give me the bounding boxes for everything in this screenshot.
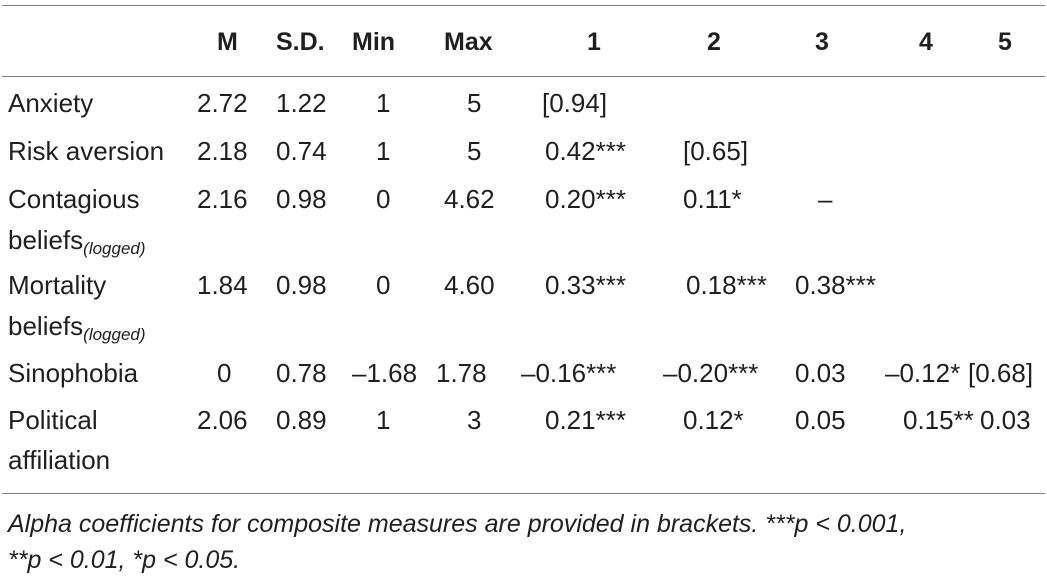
cell-min: 0 [376, 270, 391, 300]
table-top-rule [2, 5, 1045, 6]
row-label: Contagious [8, 184, 140, 214]
header-rule [2, 76, 1045, 77]
cell-max: 4.62 [444, 184, 495, 214]
table-footnote: Alpha coefficients for composite measure… [8, 506, 1038, 578]
cell-col-1: –0.16*** [521, 358, 617, 388]
header-col-2: 2 [707, 28, 721, 56]
cell-col-1: 0.20*** [545, 184, 626, 214]
cell-sd: 0.98 [276, 270, 327, 300]
header-mean: M [217, 28, 238, 56]
cell-sd: 1.22 [276, 88, 327, 118]
cell-sd: 0.78 [276, 358, 327, 388]
cell-max: 1.78 [436, 358, 487, 388]
cell-col-3: – [818, 184, 833, 214]
cell-col-2: 0.18*** [686, 270, 767, 300]
cell-sd: 0.89 [276, 405, 327, 435]
header-max: Max [444, 28, 493, 56]
cell-mean: 0 [217, 358, 232, 388]
cell-col-1: 0.33*** [545, 270, 626, 300]
cell-col-1: 0.42*** [545, 136, 626, 166]
cell-max: 4.60 [444, 270, 495, 300]
header-col-1: 1 [587, 28, 601, 56]
row-label: Anxiety [8, 88, 94, 118]
cell-min: 1 [376, 88, 391, 118]
cell-col-2: 0.12* [683, 405, 744, 435]
cell-col-5: 0.03 [980, 405, 1031, 435]
header-min: Min [352, 28, 396, 56]
cell-min: 1 [376, 136, 391, 166]
cell-col-3: 0.05 [795, 405, 846, 435]
row-label: Political [8, 405, 98, 435]
header-sd: S.D. [276, 28, 325, 56]
row-label-text: beliefs [8, 311, 84, 341]
cell-col-5: [0.68] [968, 358, 1034, 388]
cell-mean: 2.18 [197, 136, 248, 166]
header-col-4: 4 [919, 28, 933, 56]
cell-col-2: 0.11* [683, 184, 742, 214]
cell-mean: 2.16 [197, 184, 248, 214]
cell-col-1: 0.21*** [545, 405, 626, 435]
footnote-line-1: Alpha coefficients for composite measure… [8, 510, 907, 538]
cell-col-2: –0.20*** [663, 358, 759, 388]
header-col-3: 3 [815, 28, 829, 56]
cell-col-2: [0.65] [683, 136, 749, 166]
cell-col-3: 0.38*** [795, 270, 876, 300]
cell-mean: 2.06 [197, 405, 248, 435]
header-col-5: 5 [998, 28, 1012, 56]
row-label-subscript: (logged) [83, 239, 146, 258]
cell-col-1: [0.94] [542, 88, 608, 118]
cell-max: 5 [467, 136, 482, 166]
cell-sd: 0.74 [276, 136, 327, 166]
row-label-continued: affiliation [8, 445, 111, 475]
cell-col-4: 0.15** [903, 405, 974, 435]
cell-min: 1 [376, 405, 391, 435]
row-label-subscript: (logged) [83, 325, 146, 344]
row-label-text: beliefs [8, 225, 84, 255]
cell-min: 0 [376, 184, 391, 214]
table-bottom-rule [2, 493, 1045, 494]
row-label: Mortality [8, 270, 107, 300]
cell-mean: 2.72 [197, 88, 248, 118]
row-label-continued: beliefs(logged) [8, 306, 146, 346]
cell-col-3: 0.03 [795, 358, 846, 388]
row-label-continued: beliefs(logged) [8, 220, 146, 260]
cell-max: 3 [467, 405, 482, 435]
cell-col-4: –0.12* [885, 358, 961, 388]
footnote-line-2: **p < 0.01, *p < 0.05. [8, 546, 241, 574]
cell-max: 5 [467, 88, 482, 118]
cell-mean: 1.84 [197, 270, 248, 300]
cell-min: –1.68 [352, 358, 418, 388]
row-label: Sinophobia [8, 358, 139, 388]
row-label: Risk aversion [8, 136, 165, 166]
cell-sd: 0.98 [276, 184, 327, 214]
